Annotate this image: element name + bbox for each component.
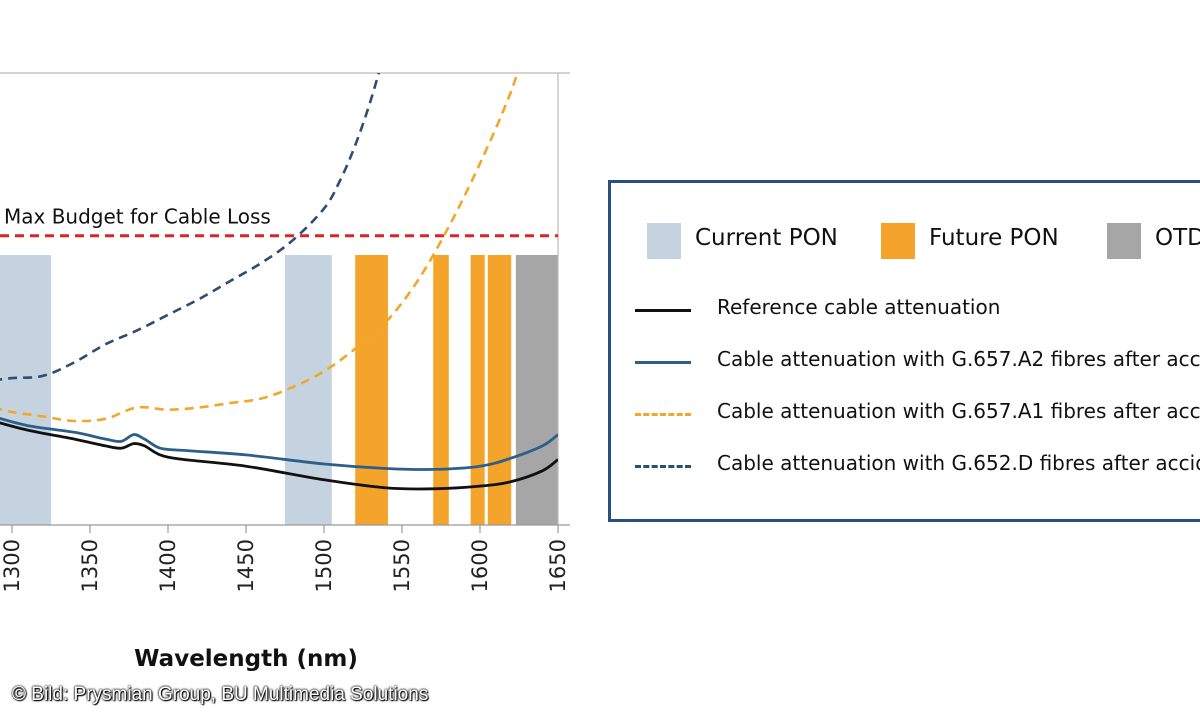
legend-label-g657a1: Cable attenuation with G.657.A1 fibres a… [717,399,1200,423]
max-budget-label: Max Budget for Cable Loss [4,205,271,229]
legend-item-g652d: Cable attenuation with G.652.D fibres af… [635,451,1200,481]
x-tick-label-1650: 1650 [546,539,570,592]
band-future-3 [433,255,449,525]
legend-label-current-pon: Current PON [695,225,838,251]
band-otdr-6 [515,255,558,525]
band-future-4 [470,255,485,525]
x-tick-label-1350: 1350 [78,539,102,592]
x-tick-label-1450: 1450 [234,539,258,592]
series-line-1 [0,416,558,471]
band-future-5 [487,255,512,525]
x-tick-label-1600: 1600 [468,539,492,592]
legend-label-future-pon: Future PON [929,225,1059,251]
otdr-swatch [1107,223,1141,259]
series-lines [0,73,558,491]
series-line-2 [0,73,519,423]
x-tick-labels: 1300 1350 1400 1450 1500 1550 1600 1650 [0,539,570,592]
series-line-3 [0,73,381,381]
g652d-line-sample [635,465,691,468]
chart-axes [0,72,570,533]
x-axis-label: Wavelength (nm) [134,646,358,672]
x-tick-label-1300: 1300 [0,539,24,592]
legend-label-g652d: Cable attenuation with G.652.D fibres af… [717,451,1200,475]
legend-item-g657a2: Cable attenuation with G.657.A2 fibres a… [635,347,1200,377]
band-current-0 [0,255,51,525]
legend-label-g657a2: Cable attenuation with G.657.A2 fibres a… [717,347,1200,371]
x-tick-label-1400: 1400 [156,539,180,592]
legend-item-reference: Reference cable attenuation [635,295,1200,325]
legend-item-g657a1: Cable attenuation with G.657.A1 fibres a… [635,399,1200,429]
legend-label-reference: Reference cable attenuation [717,295,1001,319]
g657a1-line-sample [635,413,691,416]
reference-line-sample [635,309,691,312]
current-pon-swatch [647,223,681,259]
wavelength-bands [0,255,558,525]
band-future-2 [355,255,388,525]
image-credit: © Bild: Prysmian Group, BU Multimedia So… [12,684,429,705]
future-pon-swatch [881,223,915,259]
g657a2-line-sample [635,361,691,364]
x-tick-label-1550: 1550 [390,539,414,592]
x-tick-label-1500: 1500 [312,539,336,592]
band-current-1 [285,255,332,525]
max-budget-group: Max Budget for Cable Loss [0,205,558,238]
series-line-0 [0,421,558,491]
